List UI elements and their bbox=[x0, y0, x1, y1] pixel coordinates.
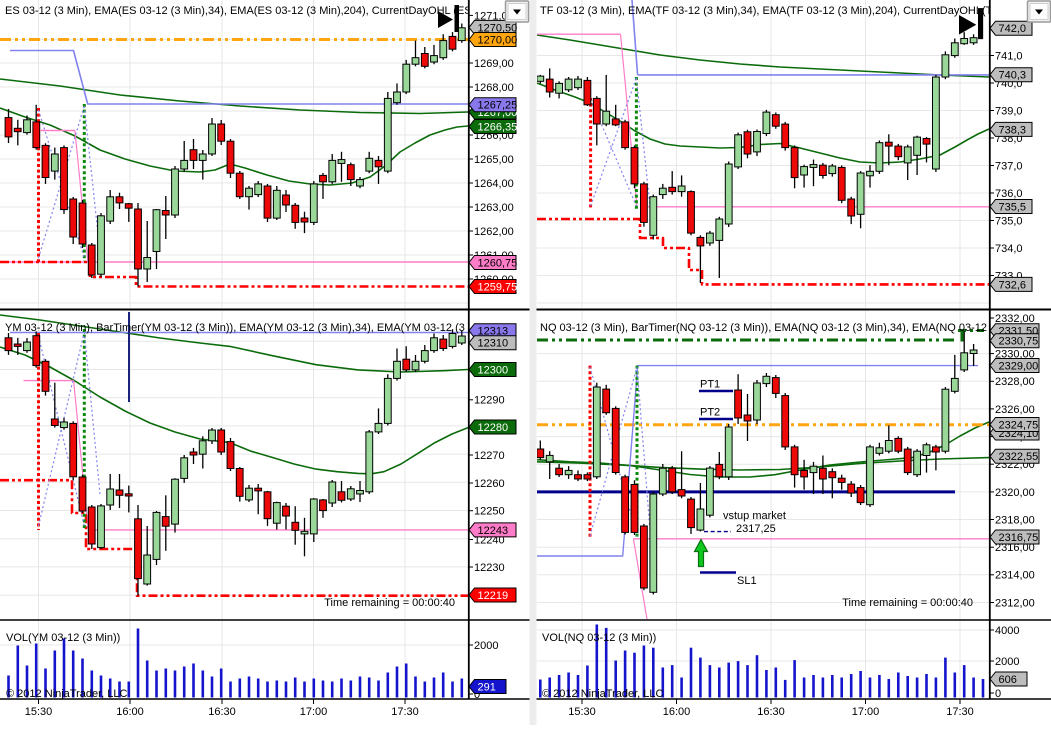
svg-text:2316,75: 2316,75 bbox=[999, 532, 1039, 544]
svg-text:741,0: 741,0 bbox=[995, 50, 1023, 62]
svg-text:2330,00: 2330,00 bbox=[995, 349, 1035, 361]
svg-text:SL1: SL1 bbox=[737, 575, 757, 587]
svg-text:12219: 12219 bbox=[478, 590, 509, 602]
svg-text:291: 291 bbox=[478, 681, 496, 693]
svg-text:16:30: 16:30 bbox=[757, 706, 785, 718]
svg-text:17:30: 17:30 bbox=[391, 706, 419, 718]
svg-text:12300: 12300 bbox=[478, 364, 509, 376]
svg-text:2000: 2000 bbox=[474, 640, 498, 652]
svg-text:2326,00: 2326,00 bbox=[995, 404, 1035, 416]
svg-text:TF 03-12 (3 Min), EMA(TF 03-12: TF 03-12 (3 Min), EMA(TF 03-12 (3 Min),3… bbox=[540, 5, 1051, 17]
svg-text:606: 606 bbox=[999, 674, 1017, 686]
svg-text:1259,75: 1259,75 bbox=[478, 281, 518, 293]
svg-text:1260,75: 1260,75 bbox=[478, 257, 518, 269]
svg-text:1268,00: 1268,00 bbox=[474, 82, 514, 94]
svg-text:0: 0 bbox=[995, 688, 1001, 700]
svg-text:© 2012 NinjaTrader, LLC: © 2012 NinjaTrader, LLC bbox=[542, 688, 663, 700]
svg-text:735,0: 735,0 bbox=[995, 215, 1023, 227]
svg-text:740,3: 740,3 bbox=[999, 70, 1027, 82]
svg-text:2322,55: 2322,55 bbox=[999, 451, 1039, 463]
svg-text:17:00: 17:00 bbox=[852, 706, 880, 718]
svg-text:1271,0: 1271,0 bbox=[474, 10, 508, 22]
svg-text:2324,75: 2324,75 bbox=[999, 419, 1039, 431]
svg-text:12313: 12313 bbox=[478, 326, 509, 338]
svg-text:2312,00: 2312,00 bbox=[995, 597, 1035, 609]
svg-text:732,6: 732,6 bbox=[999, 279, 1027, 291]
svg-text:16:00: 16:00 bbox=[663, 706, 691, 718]
svg-text:735,5: 735,5 bbox=[999, 201, 1027, 213]
svg-text:2320,00: 2320,00 bbox=[995, 487, 1035, 499]
svg-text:12290: 12290 bbox=[474, 395, 505, 407]
svg-text:1262,00: 1262,00 bbox=[474, 226, 514, 238]
svg-text:Time remaining = 00:00:40: Time remaining = 00:00:40 bbox=[842, 597, 973, 609]
svg-text:742,0: 742,0 bbox=[999, 23, 1027, 35]
svg-text:2317,25: 2317,25 bbox=[736, 523, 776, 535]
svg-text:734,0: 734,0 bbox=[995, 243, 1023, 255]
svg-text:2328,00: 2328,00 bbox=[995, 376, 1035, 388]
svg-text:PT2: PT2 bbox=[700, 407, 720, 419]
svg-text:1263,00: 1263,00 bbox=[474, 202, 514, 214]
svg-text:1267,25: 1267,25 bbox=[478, 100, 518, 112]
svg-text:2316,00: 2316,00 bbox=[995, 542, 1035, 554]
svg-text:ES 03-12 (3 Min), EMA(ES 03-12: ES 03-12 (3 Min), EMA(ES 03-12 (3 Min),3… bbox=[5, 5, 513, 17]
svg-text:12230: 12230 bbox=[474, 562, 505, 574]
svg-text:YM 03-12 (3 Min), BarTimer(YM: YM 03-12 (3 Min), BarTimer(YM 03-12 (3 M… bbox=[5, 322, 514, 334]
svg-text:2314,00: 2314,00 bbox=[995, 570, 1035, 582]
svg-text:738,3: 738,3 bbox=[999, 124, 1027, 136]
svg-text:17:30: 17:30 bbox=[946, 706, 974, 718]
svg-text:2329,00: 2329,00 bbox=[999, 360, 1039, 372]
svg-text:1269,00: 1269,00 bbox=[474, 58, 514, 70]
svg-text:12250: 12250 bbox=[474, 506, 505, 518]
svg-text:1270,50: 1270,50 bbox=[478, 22, 518, 34]
svg-text:12280: 12280 bbox=[478, 422, 509, 434]
svg-text:17:00: 17:00 bbox=[300, 706, 328, 718]
svg-text:VOL(NQ 03-12 (3 Min)): VOL(NQ 03-12 (3 Min)) bbox=[542, 632, 656, 644]
svg-text:vstup market: vstup market bbox=[723, 510, 786, 522]
svg-text:737,0: 737,0 bbox=[995, 160, 1023, 172]
svg-text:16:00: 16:00 bbox=[116, 706, 144, 718]
svg-text:15:30: 15:30 bbox=[25, 706, 53, 718]
svg-text:739,0: 739,0 bbox=[995, 105, 1023, 117]
svg-text:PT1: PT1 bbox=[700, 379, 720, 391]
svg-text:1265,00: 1265,00 bbox=[474, 154, 514, 166]
svg-text:15:30: 15:30 bbox=[568, 706, 596, 718]
svg-text:© 2012 NinjaTrader, LLC: © 2012 NinjaTrader, LLC bbox=[6, 688, 127, 700]
svg-text:NQ 03-12 (3 Min), BarTimer(NQ: NQ 03-12 (3 Min), BarTimer(NQ 03-12 (3 M… bbox=[540, 322, 1049, 334]
svg-text:1264,00: 1264,00 bbox=[474, 178, 514, 190]
svg-text:2330,75: 2330,75 bbox=[999, 336, 1039, 348]
svg-text:12260: 12260 bbox=[474, 478, 505, 490]
svg-text:VOL(YM 03-12 (3 Min)): VOL(YM 03-12 (3 Min)) bbox=[6, 632, 120, 644]
svg-text:12243: 12243 bbox=[478, 525, 509, 537]
svg-text:2318,00: 2318,00 bbox=[995, 514, 1035, 526]
svg-text:16:30: 16:30 bbox=[208, 706, 236, 718]
svg-text:Time remaining = 00:00:40: Time remaining = 00:00:40 bbox=[324, 597, 455, 609]
svg-text:2332,00: 2332,00 bbox=[995, 313, 1035, 325]
svg-text:2000: 2000 bbox=[995, 656, 1019, 668]
svg-text:4000: 4000 bbox=[995, 625, 1019, 637]
svg-text:736,0: 736,0 bbox=[995, 188, 1023, 200]
svg-text:12310: 12310 bbox=[478, 338, 509, 350]
svg-text:1266,35: 1266,35 bbox=[478, 121, 518, 133]
svg-text:0: 0 bbox=[474, 689, 480, 701]
svg-text:12270: 12270 bbox=[474, 450, 505, 462]
svg-text:1270,00: 1270,00 bbox=[478, 34, 518, 46]
